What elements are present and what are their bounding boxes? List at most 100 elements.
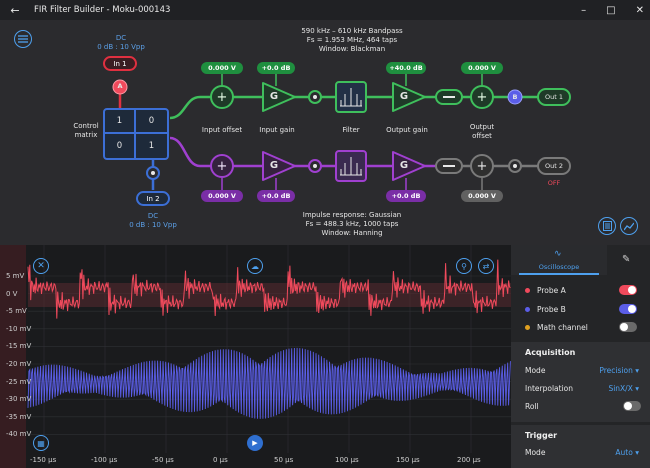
probe-b-marker[interactable]: B	[512, 93, 518, 101]
input-gain-label: Input gain	[259, 126, 295, 134]
ch1-filter-info-3: Window: Blackman	[318, 45, 386, 53]
output-gain-label: Output gain	[386, 126, 428, 134]
y-tick-label: -30 mV	[6, 395, 32, 404]
math-channel-label: Math channel	[537, 322, 588, 332]
ch1-filter-info-1: 590 kHz – 610 kHz Bandpass	[301, 27, 403, 35]
svg-text:+: +	[217, 90, 228, 105]
roll-row[interactable]: Roll	[525, 398, 643, 414]
x-tick-label: 150 µs	[396, 456, 420, 464]
settings-panel: ∿ Oscilloscope ✎ Probe A Probe B Math ch…	[511, 245, 650, 468]
close-icon[interactable]: ✕	[635, 4, 644, 16]
matrix-cell-21[interactable]: 0	[105, 134, 136, 158]
filter-label: Filter	[342, 126, 360, 134]
control-matrix[interactable]: 1 0 0 1	[103, 108, 169, 160]
y-tick-label: 5 mV	[6, 272, 25, 280]
ch2-input-offset-value[interactable]: 0.000 V	[201, 190, 243, 202]
output-offset-label-2: offset	[472, 132, 492, 140]
acquisition-section: Acquisition Mode Precision ▾ Interpolati…	[511, 342, 650, 422]
tab-oscilloscope[interactable]: ∿ Oscilloscope	[511, 245, 607, 275]
close-icon[interactable]: ✕	[33, 258, 49, 274]
ch1-input-gain-value[interactable]: +0.0 dB	[257, 62, 295, 74]
document-icon[interactable]	[598, 217, 616, 235]
out2-button[interactable]: Out 2	[545, 162, 563, 170]
grid-icon[interactable]: ▦	[33, 435, 49, 451]
x-tick-label: 200 µs	[457, 456, 481, 464]
probe-a-row[interactable]: Probe A	[519, 282, 645, 298]
math-channel-toggle[interactable]	[619, 322, 637, 332]
ch2-filter-info-3: Window: Hanning	[321, 229, 383, 237]
y-tick-label: -20 mV	[6, 360, 32, 368]
roll-toggle[interactable]	[623, 401, 641, 411]
pencil-icon: ✎	[622, 254, 631, 265]
probe-b-row[interactable]: Probe B	[519, 301, 645, 317]
ch2-input-gain-block[interactable]: G	[269, 160, 279, 171]
in2-coupling: DC	[147, 212, 159, 220]
ch2-output-gain-value[interactable]: +0.0 dB	[386, 190, 426, 202]
ch2-output-gain-block[interactable]: G	[399, 160, 409, 171]
svg-text:+: +	[477, 159, 488, 174]
oscilloscope-plot[interactable]: 5 mV 0 V -5 mV -10 mV -15 mV -20 mV -25 mV -30 …	[0, 245, 511, 468]
interpolation-row[interactable]: Interpolation SinX/X ▾	[525, 380, 643, 396]
trigger-mode-row[interactable]: Mode Auto ▾	[525, 444, 643, 460]
play-icon[interactable]: ▶	[247, 435, 263, 451]
interpolation-label: Interpolation	[525, 383, 573, 393]
y-tick-label: -10 mV	[6, 324, 32, 333]
cloud-icon[interactable]: ☁	[247, 258, 263, 274]
block-diagram: + + + +	[0, 20, 650, 245]
trigger-title: Trigger	[525, 431, 558, 440]
oscilloscope-icon: ∿	[554, 249, 562, 259]
acquisition-title: Acquisition	[525, 348, 576, 357]
in1-button[interactable]: In 1	[103, 56, 137, 71]
matrix-cell-22[interactable]: 1	[148, 141, 155, 151]
x-tick-label: 50 µs	[274, 456, 294, 464]
ch1-output-gain-value[interactable]: +40.0 dB	[386, 62, 426, 74]
ch1-output-offset-value[interactable]: 0.000 V	[461, 62, 503, 74]
back-arrow-icon[interactable]: ←	[10, 3, 20, 17]
x-tick-label: 0 µs	[213, 456, 228, 464]
autoscale-icon[interactable]: ⇄	[478, 258, 494, 274]
trigger-mode-select[interactable]: Auto ▾	[615, 447, 639, 457]
y-tick-label: -5 mV	[6, 307, 27, 316]
probe-a-marker[interactable]: A	[117, 82, 123, 90]
out1-button[interactable]: Out 1	[545, 93, 563, 101]
x-tick-label: -50 µs	[152, 456, 174, 464]
acq-mode-row[interactable]: Mode Precision ▾	[525, 362, 643, 378]
out2-state: OFF	[547, 179, 561, 187]
x-tick-label: 100 µs	[335, 456, 359, 464]
maximize-icon[interactable]: □	[606, 4, 616, 16]
output-offset-label-1: Output	[469, 123, 495, 131]
svg-text:+: +	[477, 90, 488, 105]
y-tick-label: -40 mV	[6, 430, 32, 439]
minimize-icon[interactable]: –	[581, 4, 587, 16]
tab-edit[interactable]: ✎	[607, 245, 650, 275]
trigger-section: Trigger Mode Auto ▾	[511, 425, 650, 468]
ch2-filter-info-1: Impulse response: Gaussian	[302, 211, 402, 219]
probe-a-label: Probe A	[537, 285, 566, 295]
acq-mode-select[interactable]: Precision ▾	[599, 365, 639, 375]
waveform-canvas[interactable]	[0, 245, 511, 468]
matrix-cell-12[interactable]: 0	[136, 110, 167, 134]
roll-label: Roll	[525, 401, 539, 411]
probe-b-toggle[interactable]	[619, 304, 637, 314]
ch1-input-gain-block[interactable]: G	[269, 91, 279, 102]
math-channel-row[interactable]: Math channel	[519, 319, 645, 335]
ch1-input-offset-value[interactable]: 0.000 V	[201, 62, 243, 74]
in2-button[interactable]: In 2	[136, 191, 170, 206]
matrix-cell-11[interactable]: 1	[105, 110, 136, 134]
zoom-icon[interactable]: ⚲	[456, 258, 472, 274]
ch2-output-offset-value[interactable]: 0.000 V	[461, 190, 503, 202]
input-offset-label: Input offset	[201, 126, 243, 134]
menu-icon[interactable]	[14, 30, 32, 48]
x-tick-label: -100 µs	[91, 456, 118, 464]
y-tick-label: -35 mV	[6, 412, 32, 421]
chart-icon[interactable]	[620, 217, 638, 235]
ch2-input-gain-value[interactable]: +0.0 dB	[257, 190, 295, 202]
y-tick-label: -15 mV	[6, 342, 32, 351]
ch1-output-gain-block[interactable]: G	[399, 91, 409, 102]
x-tick-label: -150 µs	[30, 456, 57, 464]
y-tick-label: -25 mV	[6, 377, 32, 386]
interpolation-select[interactable]: SinX/X ▾	[608, 383, 639, 393]
ch1-filter-info-2: Fs = 1.953 MHz, 464 taps	[306, 36, 398, 44]
probe-a-toggle[interactable]	[619, 285, 637, 295]
ch2-filter-info-2: Fs = 488.3 kHz, 1000 taps	[305, 220, 399, 228]
